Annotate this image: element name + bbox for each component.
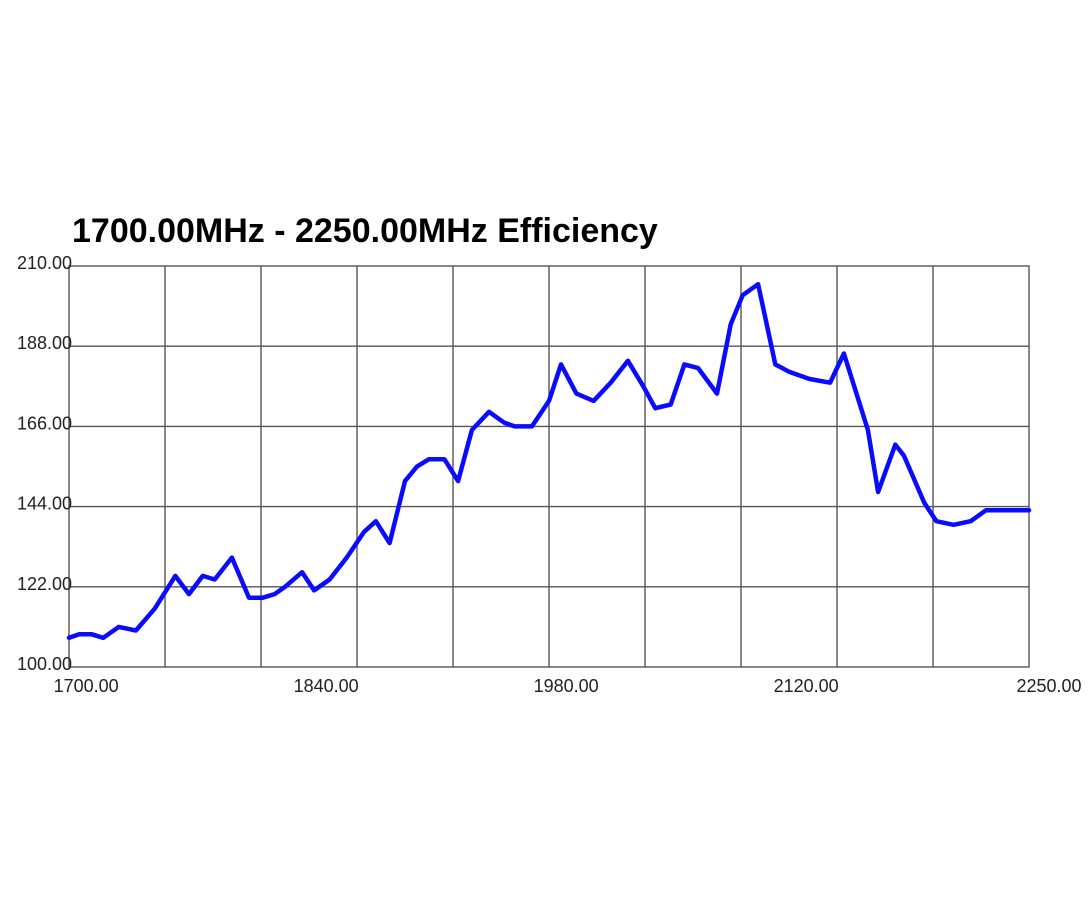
x-tick-label: 1980.00 (534, 676, 599, 696)
y-axis-ticks: 210.00 188.00 166.00 144.00 122.00 100.00 (17, 253, 72, 674)
y-tick-label: 166.00 (17, 413, 72, 433)
y-tick-label: 122.00 (17, 574, 72, 594)
plot-frame (68, 265, 1030, 668)
y-tick-label: 210.00 (17, 253, 72, 273)
x-tick-label: 1700.00 (54, 676, 119, 696)
chart-title: 1700.00MHz - 2250.00MHz Efficiency (72, 212, 658, 250)
y-tick-label: 188.00 (17, 333, 72, 353)
efficiency-series-line (66, 281, 1032, 641)
x-tick-label: 2250.00 (1016, 676, 1081, 696)
x-tick-label: 1840.00 (294, 676, 359, 696)
x-tick-label: 2120.00 (774, 676, 839, 696)
y-tick-label: 100.00 (17, 654, 72, 674)
grid (69, 266, 1029, 667)
y-tick-label: 144.00 (17, 494, 72, 514)
x-axis-ticks: 1700.00 1840.00 1980.00 2120.00 2250.00 (54, 676, 1082, 696)
